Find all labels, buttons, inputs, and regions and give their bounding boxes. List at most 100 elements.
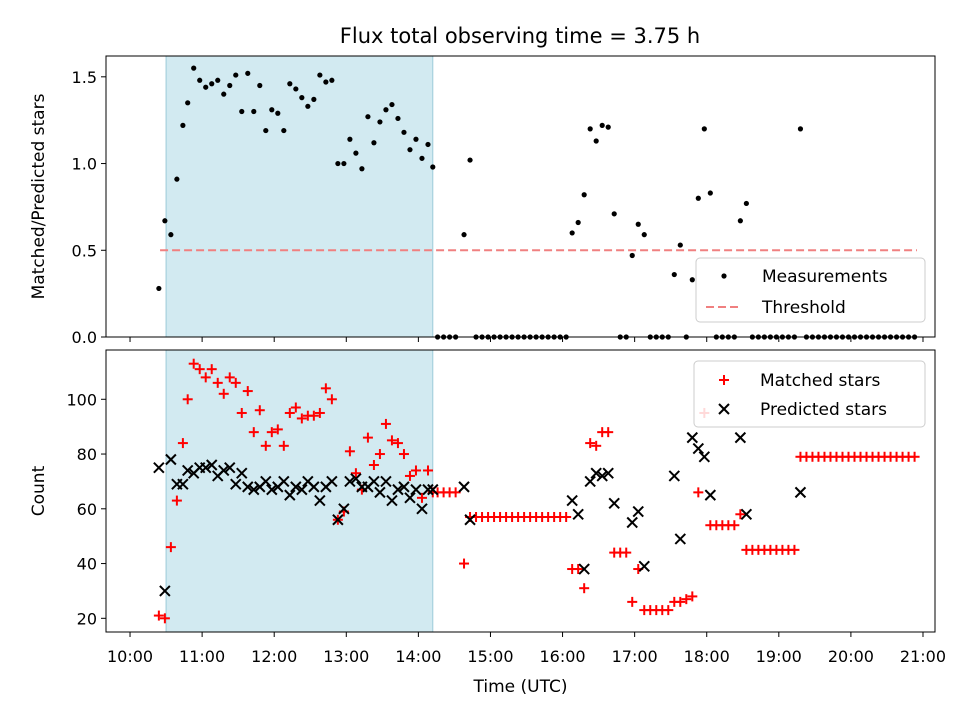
bottom-y-axis: 20 40 60 80 100 [66, 390, 106, 628]
measurement-point [251, 108, 257, 115]
x-tick-label: 16:00 [539, 647, 585, 666]
x-stroke-b [296, 483, 308, 496]
measurement-point [701, 126, 707, 132]
legend-threshold-label: Threshold [761, 298, 846, 318]
measurement-point [239, 108, 245, 115]
predicted-stars-point [572, 508, 584, 520]
predicted-stars-point [740, 508, 753, 520]
measurement-point [168, 232, 174, 238]
measurement-point [162, 218, 168, 224]
legend-measurements-label: Measurements [762, 267, 888, 287]
x-stroke-b [374, 486, 386, 499]
x-tick-label: 18:00 [684, 647, 730, 666]
y-tick-label: 80 [77, 445, 97, 464]
legend-box [695, 257, 926, 323]
matched-stars-point [320, 383, 331, 394]
x-stroke-b [404, 492, 416, 504]
measurement-point [245, 70, 251, 76]
predicted-stars-point [626, 516, 638, 529]
x-stroke-b [218, 464, 230, 477]
predicted-stars-point [374, 486, 386, 499]
predicted-stars-point [177, 478, 189, 490]
predicted-stars-point [584, 475, 596, 488]
x-stroke-b [248, 483, 260, 496]
bottom-panel-marks [153, 350, 920, 632]
predicted-stars-point [596, 470, 608, 482]
predicted-stars-point [704, 489, 717, 501]
predicted-stars-point [181, 464, 194, 477]
x-stroke-b [596, 470, 608, 482]
x-stroke-b [794, 486, 807, 499]
x-stroke-b [284, 489, 296, 501]
predicted-stars-point [224, 462, 236, 474]
measurement-point [377, 119, 383, 125]
matched-stars-point [248, 427, 259, 438]
measurement-point [677, 242, 683, 248]
predicted-stars-point [368, 475, 380, 488]
measurement-point [329, 77, 335, 83]
measurement-point [467, 157, 473, 163]
measurement-point [311, 96, 317, 102]
measurement-point [635, 221, 641, 227]
x-stroke-b [326, 475, 338, 488]
matched-stars-point [236, 407, 247, 418]
measurement-point [707, 190, 713, 196]
x-stroke-b [206, 459, 218, 471]
x-stroke-b [165, 453, 177, 466]
measurement-point [227, 82, 233, 89]
measurement-point [359, 166, 365, 172]
legend-box [693, 360, 926, 428]
matched-stars-point [171, 495, 182, 506]
top-x-axis-ticks [129, 337, 924, 342]
measurement-point [263, 127, 269, 134]
matched-stars-point [290, 402, 301, 413]
matched-stars-point [591, 440, 602, 451]
measurement-point [461, 232, 467, 238]
x-axis-label: Time (UTC) [473, 677, 568, 697]
matched-stars-point [410, 465, 421, 476]
predicted-stars-point [608, 497, 620, 510]
measurement-point [605, 124, 611, 130]
x-stroke-b [692, 442, 705, 455]
predicted-stars-point [686, 431, 699, 444]
x-stroke-b [566, 494, 578, 507]
predicted-stars-point [380, 475, 392, 488]
predicted-stars-point [392, 483, 404, 496]
y-tick-label: 0.0 [72, 328, 97, 347]
x-stroke-b [632, 505, 644, 518]
y-tick-label: 100 [66, 390, 97, 409]
matched-stars-point [218, 388, 229, 399]
predicted-stars-point [338, 503, 350, 515]
matched-stars-point [585, 438, 596, 449]
x-stroke-b [266, 483, 278, 496]
measurement-point [269, 107, 275, 113]
matched-stars-point [278, 440, 289, 451]
matched-stars-point [344, 446, 355, 457]
top-y-axis-label: Matched/Predicted stars [29, 93, 49, 299]
x-stroke-b [626, 516, 638, 529]
matched-stars-point [308, 410, 319, 421]
matched-stars-point [374, 449, 385, 460]
matched-stars-point [663, 605, 674, 616]
measurement-point [257, 82, 263, 89]
matched-stars-point [422, 465, 433, 476]
measurement-point [419, 155, 425, 161]
measurement-point [430, 164, 436, 170]
measurement-point [371, 140, 377, 146]
matched-stars-point [314, 407, 325, 418]
predicted-stars-point [159, 585, 171, 597]
predicted-stars-point [668, 470, 680, 482]
measurement-point [389, 101, 395, 108]
matched-stars-point [681, 594, 692, 605]
measurement-point [305, 103, 311, 109]
x-stroke-b [668, 470, 680, 482]
matched-stars-point [224, 372, 235, 383]
x-tick-label: 14:00 [395, 647, 441, 666]
predicted-stars-point [165, 453, 177, 466]
x-stroke-b [200, 462, 212, 474]
matched-stars-point [200, 372, 211, 383]
measurement-point [275, 110, 281, 116]
predicted-stars-point [578, 563, 590, 575]
predicted-stars-point [290, 481, 302, 493]
